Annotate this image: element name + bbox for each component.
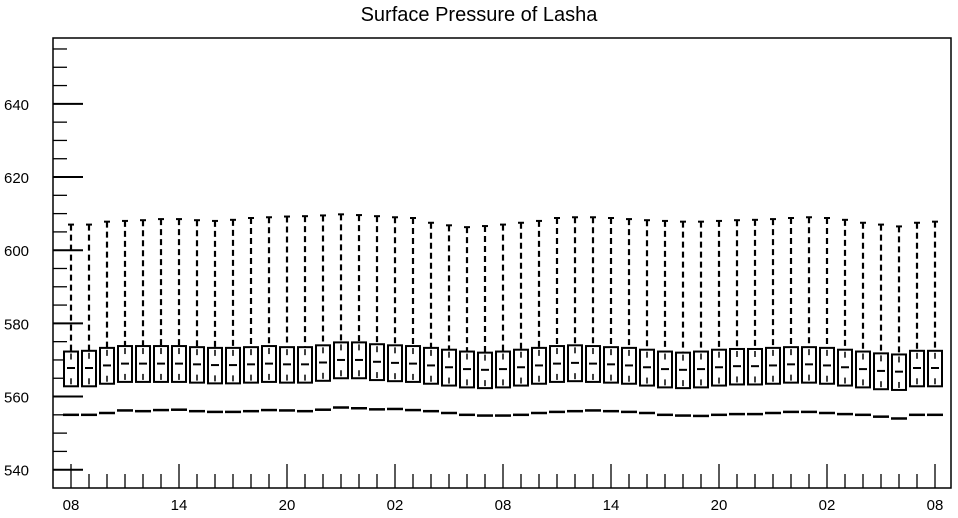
y-tick-label: 600 xyxy=(4,243,29,260)
y-tick-label: 620 xyxy=(4,170,29,187)
x-tick-label: 20 xyxy=(711,497,728,514)
x-tick-label: 14 xyxy=(603,497,620,514)
chart-title: Surface Pressure of Lasha xyxy=(360,4,598,26)
y-tick-label: 640 xyxy=(4,97,29,114)
x-tick-label: 08 xyxy=(495,497,512,514)
plot-frame xyxy=(52,37,952,489)
x-tick-label: 20 xyxy=(279,497,296,514)
x-tick-label: 08 xyxy=(927,497,944,514)
x-tick-label: 14 xyxy=(171,497,188,514)
x-tick-label: 08 xyxy=(63,497,80,514)
x-tick-label: 02 xyxy=(819,497,836,514)
x-tick-label: 02 xyxy=(387,497,404,514)
y-tick-label: 540 xyxy=(4,463,29,480)
y-tick-label: 580 xyxy=(4,316,29,333)
y-tick-label: 560 xyxy=(4,390,29,407)
